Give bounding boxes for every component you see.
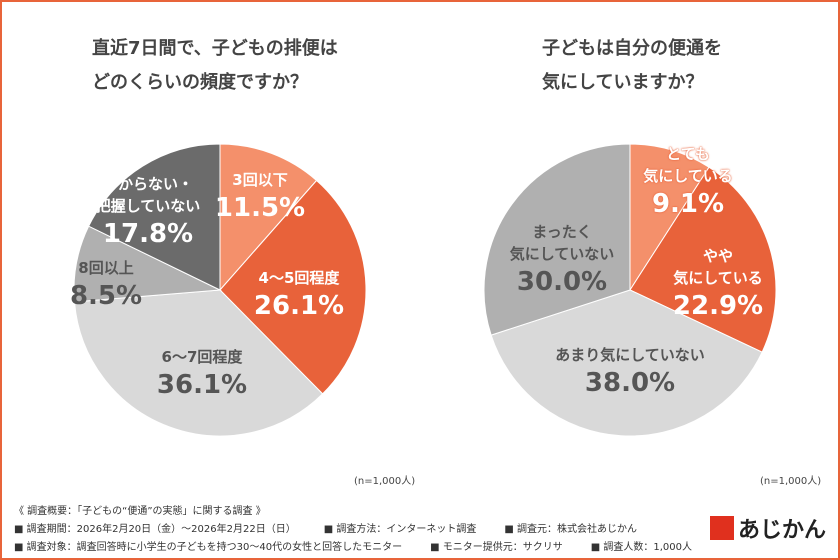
value-label: 9.1% — [651, 189, 725, 219]
slice-label: とても 気にしている 9.1% — [643, 143, 733, 221]
footer-item: ■ 調査対象：調査回答時に小学生の子どもを持つ30〜40代の女性と回答したモニタ… — [14, 542, 403, 553]
category-label: まったく 気にしていない — [509, 223, 615, 263]
category-label: 4〜5回程度 — [258, 269, 340, 287]
category-label: あまり気にしていない — [555, 346, 705, 364]
value-label: 22.9% — [672, 291, 764, 321]
pie-slice — [219, 143, 318, 292]
pie-slice — [629, 166, 777, 353]
footer-item: ■ 調査人数：1,000人 — [590, 542, 692, 553]
logo: あじかん — [709, 512, 826, 544]
category-label: やや 気にしている — [673, 247, 763, 287]
pie-slice — [73, 289, 324, 437]
slice-label: やや 気にしている 22.9% — [673, 245, 763, 323]
category-label: とても 気にしている — [643, 145, 733, 185]
slice-label: 6〜7回程度 36.1% — [157, 346, 247, 402]
slice-label: 4〜5回程度 26.1% — [254, 267, 344, 323]
footer-heading: 《 調査概要：「子どもの“便通”の実態」に関する調査 》 — [14, 506, 266, 517]
value-label: 38.0% — [584, 368, 676, 398]
category-label: 6〜7回程度 — [161, 348, 243, 366]
category-label: 3回以下 — [232, 171, 288, 189]
footer-item: ■ 調査方法：インターネット調査 — [323, 524, 477, 535]
value-label: 8.5% — [69, 281, 143, 311]
pie-slice — [483, 143, 631, 336]
value-label: 11.5% — [214, 193, 306, 223]
slice-label: 8回以上 8.5% — [70, 257, 142, 313]
value-label: 17.8% — [102, 219, 194, 249]
pie-slice — [490, 289, 763, 437]
chart-title: 直近7日間で、子どもの排便は どのくらいの頻度ですか？ — [92, 38, 338, 93]
slice-label: まったく 気にしていない 30.0% — [510, 221, 615, 299]
slice-label: わからない・ 把握していない 17.8% — [96, 173, 201, 251]
logo-icon — [709, 516, 734, 540]
value-label: 26.1% — [253, 291, 345, 321]
category-label: 8回以上 — [78, 259, 134, 277]
category-label: わからない・ 把握していない — [95, 175, 201, 215]
value-label: 30.0% — [516, 267, 608, 297]
footer-line: ■ 調査対象：調査回答時に小学生の子どもを持つ30〜40代の女性と回答したモニタ… — [14, 538, 720, 553]
sample-note: (n=1,000人) — [354, 476, 416, 487]
footer-item: ■ モニター提供元：サクリサ — [430, 542, 563, 553]
value-label: 36.1% — [156, 370, 248, 400]
pie-slice — [219, 179, 367, 395]
slice-label: 3回以下 11.5% — [215, 169, 305, 225]
pie-slice — [629, 143, 710, 292]
pie-slice — [88, 143, 221, 291]
logo-text: あじかん — [737, 518, 826, 543]
sample-note: (n=1,000人) — [760, 476, 822, 487]
footer-line: ■ 調査期間：2026年2月20日（金）〜2026年2月22日（日） ■ 調査方法… — [14, 520, 665, 535]
footer-item: ■ 調査期間：2026年2月20日（金）〜2026年2月22日（日） — [14, 524, 296, 535]
chart-title: 子どもは自分の便通を 気にしていますか？ — [542, 38, 722, 93]
slice-label: あまり気にしていない 38.0% — [555, 344, 705, 400]
footer-item: ■ 調査元：株式会社あじかん — [504, 524, 637, 535]
